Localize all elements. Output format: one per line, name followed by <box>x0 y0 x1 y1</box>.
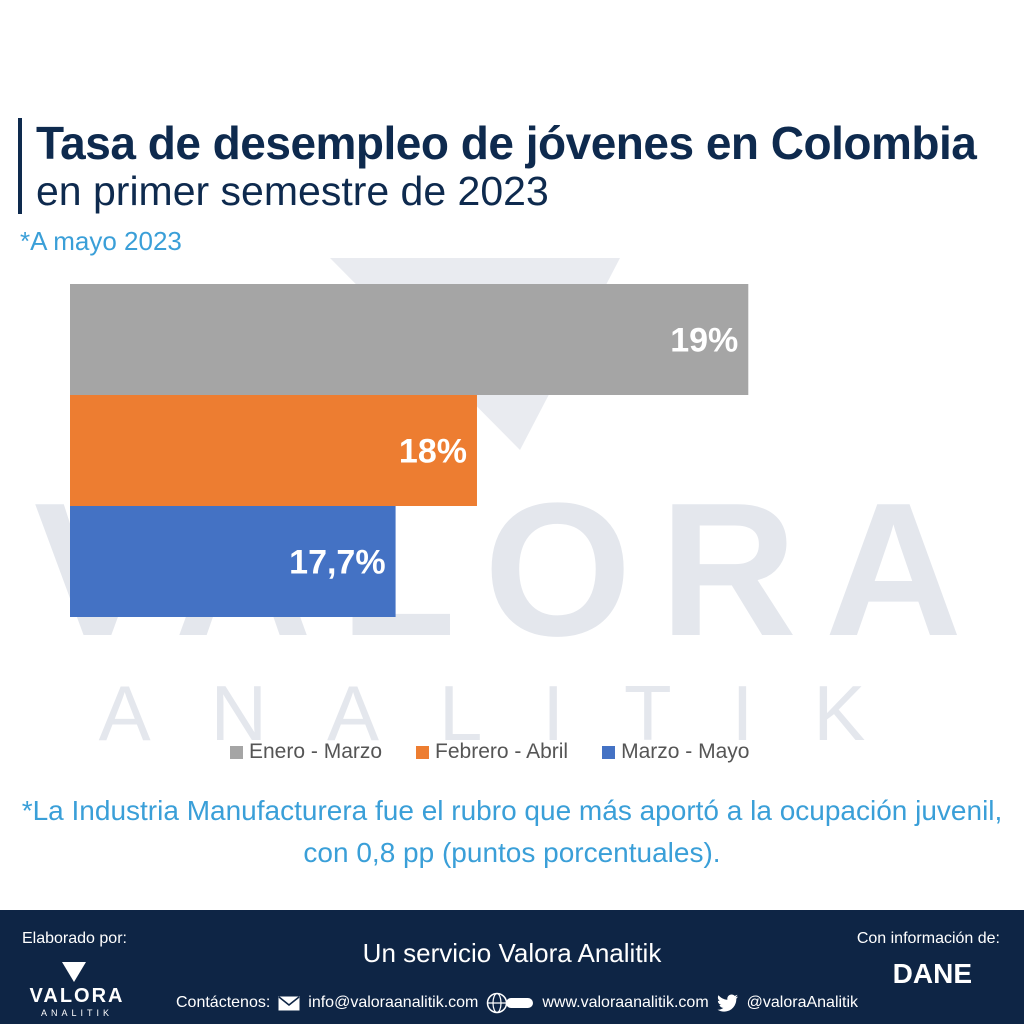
valora-logo-icon <box>62 962 86 982</box>
bar <box>70 395 477 506</box>
elaborated-by-label: Elaborado por: <box>22 930 127 947</box>
contacts-label: Contáctenos: <box>176 994 271 1011</box>
email-link[interactable]: info@valoraanalitik.com <box>308 994 479 1011</box>
chart-title: Tasa de desempleo de jóvenes en Colombia <box>36 117 977 169</box>
chart-note: *A mayo 2023 <box>20 226 182 256</box>
globe-icon <box>487 992 534 1014</box>
legend-label: Enero - Marzo <box>249 740 383 763</box>
bar <box>70 284 749 395</box>
twitter-link[interactable]: @valoraAnalitik <box>746 994 859 1011</box>
contacts: Contáctenos: info@valoraanalitik.com www… <box>176 992 858 1014</box>
footer: Elaborado por: VALORA ANALITIK Un servic… <box>0 910 1024 1024</box>
chart-legend: Enero - Marzo Febrero - Abril Marzo - Ma… <box>230 740 749 764</box>
twitter-icon <box>717 994 738 1012</box>
footnote: *La Industria Manufacturera fue el rubro… <box>21 795 1003 868</box>
source-label: DANE <box>892 958 972 989</box>
legend-swatch <box>416 745 430 759</box>
chart-subtitle: en primer semestre de 2023 <box>36 168 549 214</box>
bar <box>70 506 396 617</box>
email-icon <box>278 995 300 1010</box>
legend-label: Febrero - Abril <box>435 740 569 763</box>
legend-swatch <box>602 745 616 759</box>
bar-value-label: 18% <box>399 433 467 471</box>
bar-value-label: 19% <box>670 322 738 360</box>
legend-item: Enero - Marzo <box>230 740 382 764</box>
legend-label: Marzo - Mayo <box>621 740 750 763</box>
valora-logo-subtext: ANALITIK <box>41 1008 113 1018</box>
valora-logo: VALORA ANALITIK <box>30 962 125 1018</box>
legend-swatch <box>230 745 243 759</box>
valora-logo-text: VALORA <box>30 985 125 1007</box>
title-block: Tasa de desempleo de jóvenes en Colombia… <box>18 117 977 214</box>
website-link[interactable]: www.valoraanalitik.com <box>542 994 709 1011</box>
service-label: Un servicio Valora Analitik <box>362 938 662 968</box>
info-label: Con información de: <box>856 930 1000 947</box>
legend-item: Febrero - Abril <box>416 740 568 764</box>
bar-chart: 19% 18% 17,7% <box>70 284 749 617</box>
bar-value-label: 17,7% <box>289 544 385 582</box>
legend-item: Marzo - Mayo <box>602 740 749 764</box>
